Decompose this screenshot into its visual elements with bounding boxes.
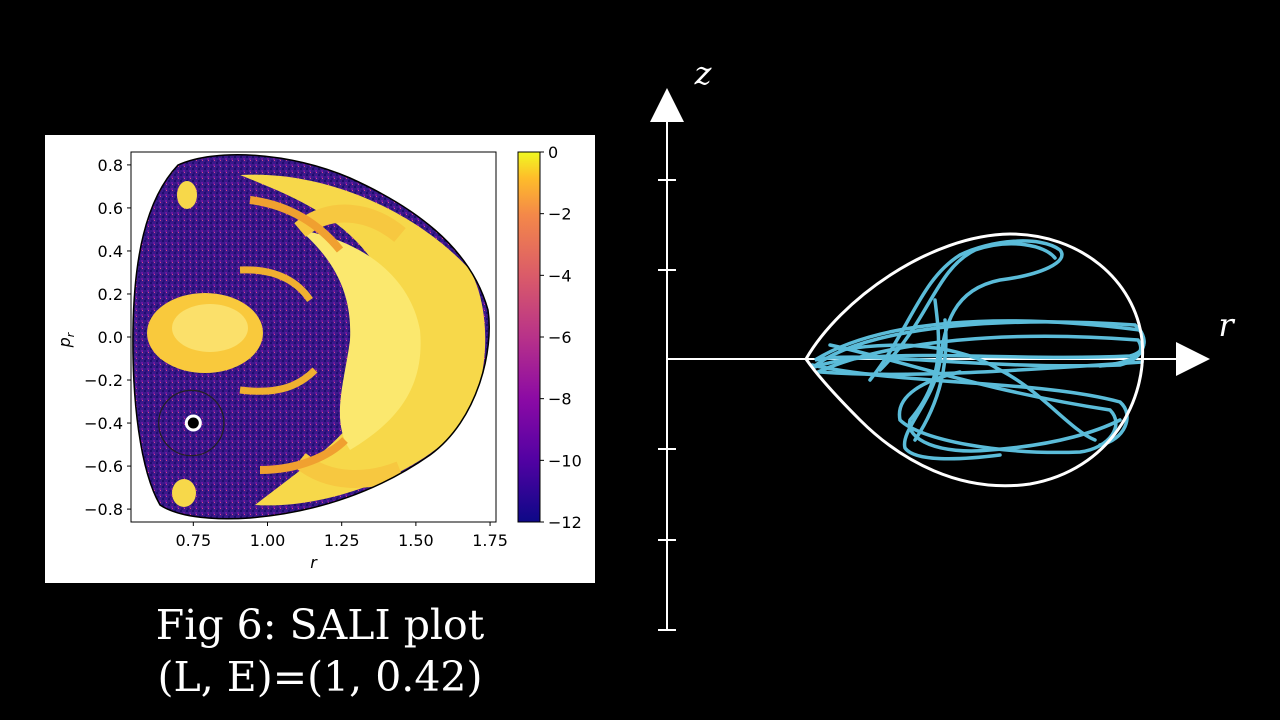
figure-caption-params: (L, E)=(1, 0.42) (157, 653, 483, 701)
x-tick-label: 1.50 (398, 531, 434, 550)
colorbar-tick-label: −12 (548, 513, 582, 532)
orbit-trajectory-segment (868, 239, 1064, 461)
colorbar-tick-label: −10 (548, 451, 582, 470)
inner-island (300, 230, 421, 450)
r-axis-label: r (1218, 306, 1235, 344)
y-tick-label: 0.8 (98, 156, 123, 175)
x-tick-label: 1.25 (324, 531, 360, 550)
orbit-trajectory-segment (816, 334, 1143, 374)
filament-4 (259, 437, 348, 474)
orbit-trajectory-segment (828, 343, 1118, 455)
orbit-trajectory-segment (878, 242, 1057, 372)
y-tick-label: 0.0 (98, 328, 123, 347)
colorbar-tick-label: −6 (548, 328, 572, 347)
y-tick-label: −0.8 (84, 500, 123, 519)
orbit-trajectory-segment (907, 298, 1122, 453)
z-axis-label: z (694, 54, 713, 92)
orbit-diagram: zr (650, 54, 1235, 631)
y-tick-label: 0.4 (98, 242, 123, 261)
r-axis-arrowhead (1176, 342, 1210, 376)
sali-colorbar: 0 −2 −4 −6 −8 −10 −12 (517, 143, 582, 532)
sali-axes: 0.75 1.00 1.25 1.50 1.75 0.8 0.6 0.4 0.2 0.0 −0.2 −… (55, 151, 508, 572)
colorbar-tick-label: −4 (548, 266, 572, 285)
x-axis-label: r (310, 553, 318, 572)
selection-circle (158, 389, 225, 457)
colorbar-tick-label: 0 (548, 143, 558, 162)
figure-caption-title: Fig 6: SALI plot (155, 601, 485, 649)
filament-2 (239, 266, 313, 303)
z-axis-arrowhead (650, 88, 684, 122)
outer-island (240, 174, 486, 506)
zero-velocity-boundary (804, 232, 1145, 488)
left-island-core (172, 304, 248, 352)
colorbar-gradient (517, 151, 541, 523)
y-axis-label-subscript: r (64, 331, 77, 337)
x-tick-label: 1.00 (250, 531, 286, 550)
filament-1 (249, 196, 344, 253)
filament-3 (239, 367, 318, 395)
y-tick-label: −0.4 (84, 414, 123, 433)
y-tick-label: −0.2 (84, 371, 123, 390)
y-tick-label: 0.6 (98, 199, 123, 218)
energy-boundary (132, 154, 490, 520)
orbit-trajectory-segment (810, 320, 1146, 370)
orbit-trajectory-segment (818, 360, 1144, 377)
colorbar-tick-label: −8 (548, 390, 572, 409)
y-tick-label: 0.2 (98, 285, 123, 304)
small-island-bottom (172, 479, 196, 507)
island-arc-bottom (294, 452, 404, 488)
small-island-top (177, 181, 197, 209)
x-tick-label: 1.75 (472, 531, 508, 550)
orbit-trajectory-segment (913, 318, 948, 442)
initial-condition-marker (184, 414, 202, 432)
y-tick-label: −0.6 (84, 457, 123, 476)
colorbar-tick-label: −2 (548, 205, 572, 224)
x-tick-label: 0.75 (176, 531, 212, 550)
